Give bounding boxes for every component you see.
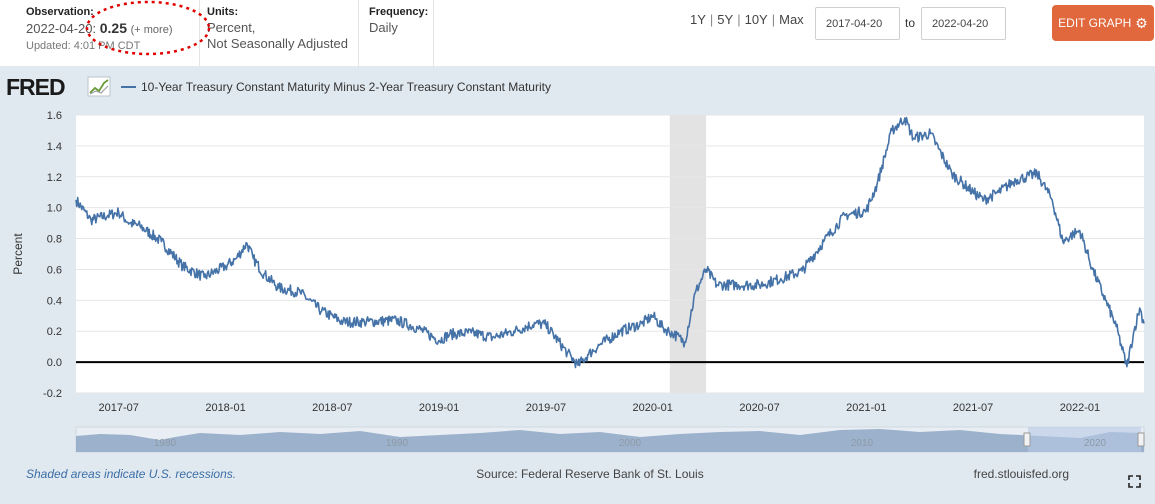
observation-value: 0.25 bbox=[99, 20, 127, 36]
range-max-link[interactable]: Max bbox=[779, 12, 804, 27]
units-value-line2: Not Seasonally Adjusted bbox=[207, 36, 348, 51]
x-tick-label: 2017-07 bbox=[99, 402, 139, 414]
navigator-ticks: 1980 1990 2000 2010 2020 bbox=[154, 438, 1107, 449]
navigator-tick-label: 1990 bbox=[386, 438, 409, 449]
plot-area bbox=[76, 115, 1144, 393]
navigator-tick-label: 2000 bbox=[619, 438, 642, 449]
series-line bbox=[75, 116, 1145, 369]
y-tick-label: 0.6 bbox=[47, 264, 62, 276]
start-date-input[interactable] bbox=[815, 7, 900, 40]
recession-band bbox=[669, 115, 707, 393]
y-axis-label: Percent bbox=[11, 233, 25, 275]
y-tick-label: -0.2 bbox=[43, 388, 62, 400]
frequency-block: Frequency: Daily bbox=[369, 4, 428, 36]
chart-panel: FRED 10-Year Treasury Constant Maturity … bbox=[0, 66, 1155, 504]
chart-svg: FRED 10-Year Treasury Constant Maturity … bbox=[6, 74, 1145, 488]
fred-logo-graph-line2 bbox=[89, 85, 109, 95]
observation-block: Observation: 2022-04-20: 0.25 (+ more) U… bbox=[26, 4, 173, 54]
grid-layer bbox=[76, 114, 1144, 394]
gear-icon: ⚙ bbox=[1135, 15, 1148, 31]
header-divider bbox=[199, 0, 200, 66]
range-1y-link[interactable]: 1Y bbox=[690, 12, 706, 27]
y-tick-label: 0.0 bbox=[47, 357, 62, 369]
x-tick-label: 2018-07 bbox=[312, 402, 352, 414]
range-10y-link[interactable]: 10Y bbox=[744, 12, 768, 27]
recession-layer bbox=[669, 115, 707, 393]
fullscreen-icon[interactable] bbox=[1128, 475, 1141, 488]
legend-label: 10-Year Treasury Constant Maturity Minus… bbox=[141, 80, 551, 94]
frequency-label: Frequency: bbox=[369, 6, 429, 18]
observation-date: 2022-04-20: bbox=[26, 21, 97, 36]
y-axis-ticks: 1.6 1.4 1.2 1.0 0.8 0.6 0.4 0.2 0.0 -0.2 bbox=[43, 110, 62, 400]
range-divider: | bbox=[771, 12, 776, 27]
range-divider: | bbox=[737, 12, 741, 27]
y-tick-label: 1.6 bbox=[47, 110, 62, 122]
site-link[interactable]: fred.stlouisfed.org bbox=[974, 467, 1069, 481]
range-5y-link[interactable]: 5Y bbox=[717, 12, 734, 27]
updated-time: Updated: 4:01 PM CDT bbox=[26, 40, 141, 52]
y-tick-label: 0.4 bbox=[47, 295, 62, 307]
fred-logo-text: FRED bbox=[6, 74, 65, 100]
x-tick-label: 2020-01 bbox=[633, 402, 673, 414]
graph-header: Observation: 2022-04-20: 0.25 (+ more) U… bbox=[0, 0, 1155, 66]
navigator-left-handle[interactable] bbox=[1023, 432, 1031, 447]
header-divider bbox=[433, 0, 434, 66]
observation-label: Observation: bbox=[26, 6, 94, 18]
range-links: 1Y | 5Y | 10Y | Max bbox=[690, 12, 804, 27]
range-navigator[interactable]: 1980 1990 2000 2010 2020 bbox=[75, 426, 1145, 453]
y-tick-label: 1.4 bbox=[47, 141, 62, 153]
navigator-right-handle[interactable] bbox=[1137, 432, 1145, 447]
x-tick-label: 2019-07 bbox=[526, 402, 566, 414]
units-value-line1: Percent, bbox=[207, 20, 256, 35]
recession-note: Shaded areas indicate U.S. recessions. bbox=[26, 467, 236, 481]
y-tick-label: 1.0 bbox=[47, 203, 62, 215]
fred-logo[interactable]: FRED bbox=[6, 74, 111, 100]
units-block: Units: Percent, Not Seasonally Adjusted bbox=[207, 4, 348, 52]
x-axis-ticks: 2017-07 2018-01 2018-07 2019-01 2019-07 2020-… bbox=[99, 402, 1101, 414]
observation-line: 2022-04-20: 0.25 (+ more) bbox=[26, 20, 173, 38]
fred-logo-graph-line bbox=[89, 79, 109, 94]
header-divider bbox=[358, 0, 359, 66]
x-tick-label: 2020-07 bbox=[739, 402, 779, 414]
edit-graph-label: EDIT GRAPH bbox=[1058, 16, 1132, 30]
edit-graph-button[interactable]: EDIT GRAPH ⚙ bbox=[1052, 5, 1154, 41]
source-text: Source: Federal Reserve Bank of St. Loui… bbox=[476, 467, 703, 481]
navigator-tick-label: 2020 bbox=[1084, 438, 1107, 449]
navigator-tick-label: 2010 bbox=[851, 438, 874, 449]
end-date-input[interactable] bbox=[921, 7, 1006, 40]
range-divider: | bbox=[709, 12, 714, 27]
navigator-area bbox=[76, 429, 1144, 452]
x-tick-label: 2022-01 bbox=[1060, 402, 1100, 414]
y-tick-label: 1.2 bbox=[47, 172, 62, 184]
y-tick-label: 0.2 bbox=[47, 326, 62, 338]
x-tick-label: 2019-01 bbox=[419, 402, 459, 414]
units-label: Units: bbox=[207, 6, 239, 18]
x-tick-label: 2021-07 bbox=[953, 402, 993, 414]
navigator-selection[interactable] bbox=[1028, 427, 1141, 452]
y-tick-label: 0.8 bbox=[47, 234, 62, 246]
series-layer bbox=[75, 116, 1145, 369]
frequency-value: Daily bbox=[369, 20, 398, 35]
navigator-tick-label: 1980 bbox=[154, 438, 177, 449]
x-tick-label: 2021-01 bbox=[846, 402, 886, 414]
date-range-to-label: to bbox=[905, 16, 916, 30]
observation-more-link[interactable]: (+ more) bbox=[130, 24, 173, 36]
x-tick-label: 2018-01 bbox=[205, 402, 245, 414]
